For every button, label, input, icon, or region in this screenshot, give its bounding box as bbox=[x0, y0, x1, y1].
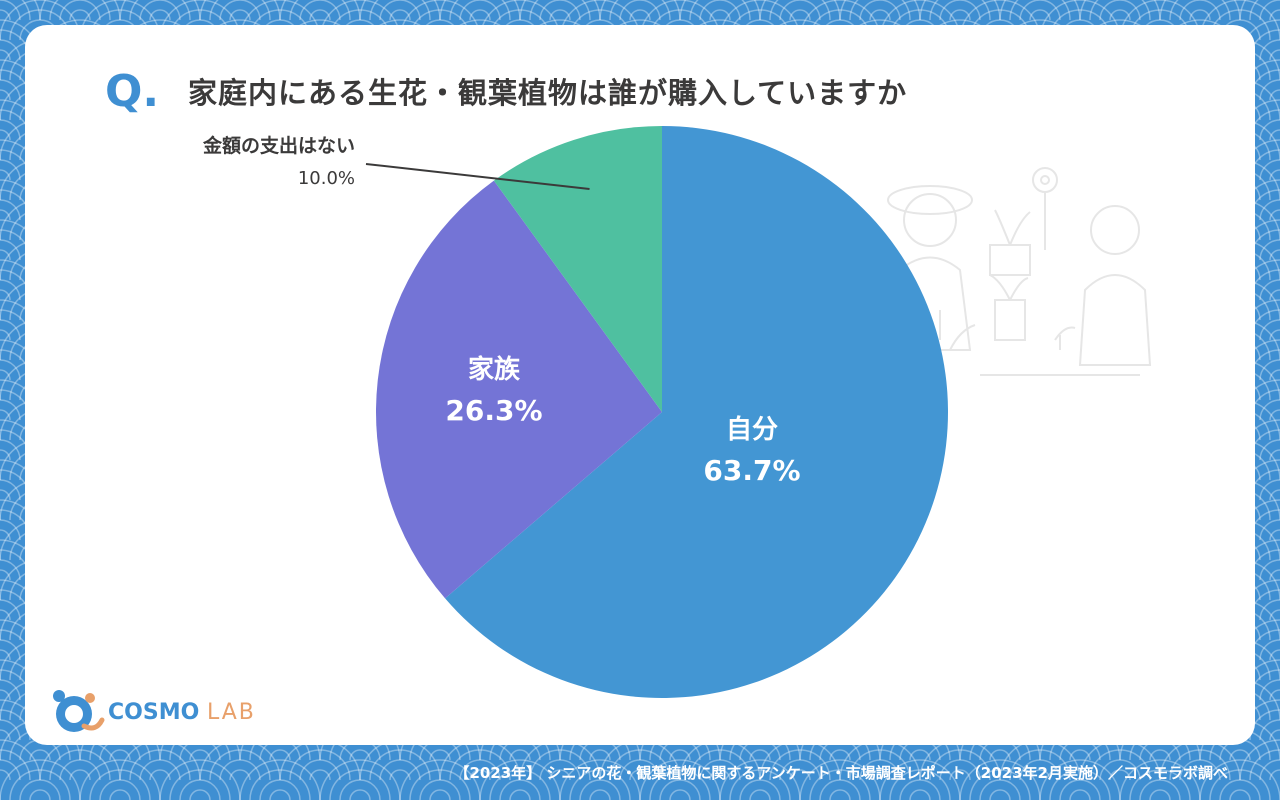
slice-label-0: 自分 bbox=[726, 414, 778, 445]
seniors-gardening-illustration bbox=[887, 167, 1152, 376]
pie-slice-1 bbox=[376, 180, 662, 599]
slice-label-1: 家族 bbox=[468, 354, 521, 385]
pie-slice-0 bbox=[445, 126, 948, 699]
slice-value-2: 10.0% bbox=[298, 168, 355, 189]
slice-value-1: 26.3% bbox=[445, 394, 542, 427]
pie-slice-2 bbox=[493, 125, 662, 412]
logo-name-sub: LAB bbox=[206, 700, 256, 725]
slice-label-2: 金額の支出はない bbox=[202, 134, 355, 157]
leader-line-2 bbox=[365, 163, 590, 190]
source-footnote: 【2023年】 シニアの花・観葉植物に関するアンケート・市場調査レポート（202… bbox=[454, 764, 1228, 782]
logo-wordmark: COSMO LAB bbox=[108, 700, 256, 725]
question-mark-label: Q. bbox=[105, 66, 160, 117]
logo-name-main: COSMO bbox=[108, 700, 200, 725]
page-title: 家庭内にある生花・観葉植物は誰が購入していますか bbox=[188, 76, 908, 110]
slice-value-0: 63.7% bbox=[703, 454, 800, 487]
cosmo-lab-logo-icon bbox=[53, 690, 105, 732]
